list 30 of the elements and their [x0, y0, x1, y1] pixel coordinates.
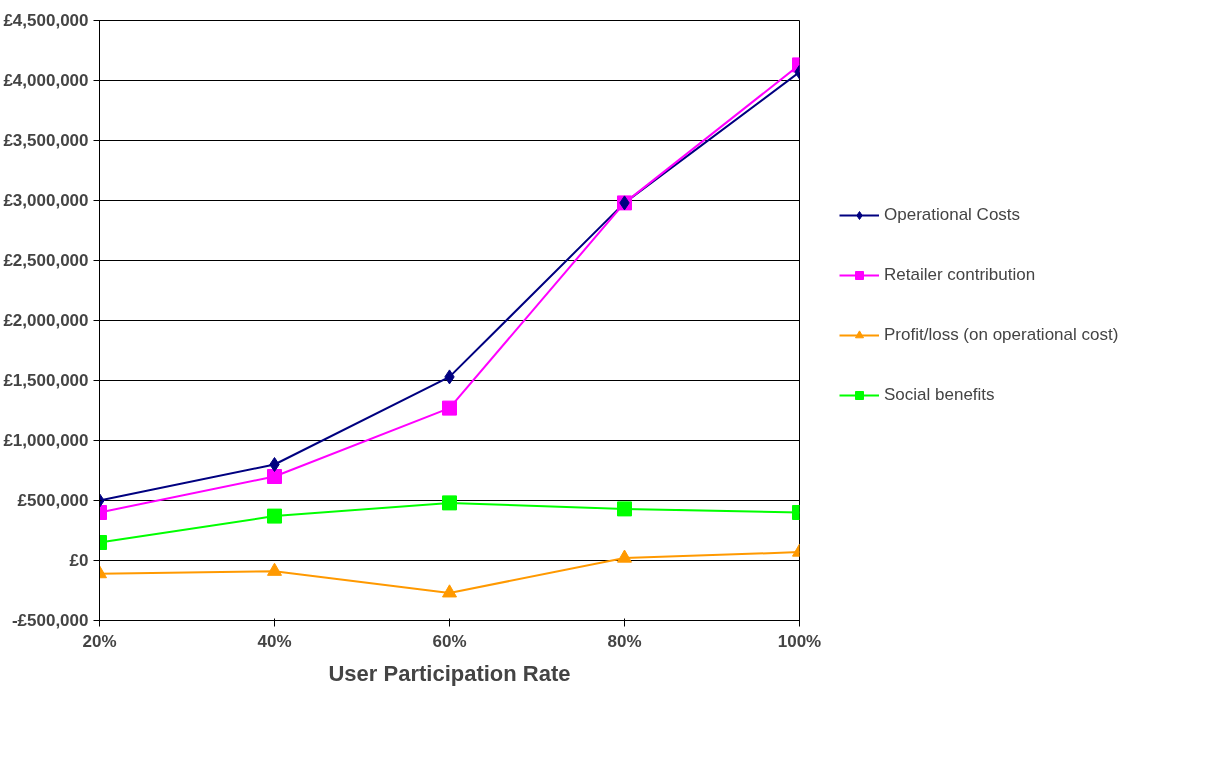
x-axis-title: User Participation Rate [328, 660, 571, 686]
y-tick-label: £1,000,000 [3, 431, 89, 450]
point [267, 469, 282, 484]
legend-label: Retailer contribution [884, 265, 1036, 285]
y-tick-label: £2,500,000 [3, 251, 89, 270]
x-tick-label: 20% [82, 631, 117, 651]
y-tick-label: £4,000,000 [3, 71, 89, 90]
x-tick-label: 60% [432, 631, 467, 651]
y-tick-label: -£500,000 [11, 611, 89, 630]
point [269, 457, 280, 472]
point [617, 501, 632, 517]
point [617, 549, 632, 563]
y-tick-label: £1,500,000 [3, 371, 89, 390]
point [442, 584, 457, 598]
y-tick-label: £2,000,000 [3, 311, 89, 330]
point [442, 400, 457, 416]
y-tick-label: £500,000 [17, 491, 89, 510]
legend-label: Social benefits [884, 385, 995, 405]
point [267, 562, 282, 576]
legend-label: Profit/loss (on operational cost) [884, 325, 1119, 345]
point [442, 495, 457, 511]
x-tick-label: 100% [777, 631, 822, 651]
x-tick-label: 80% [607, 631, 642, 651]
legend-label: Operational Costs [884, 205, 1021, 225]
y-tick-label: £0 [69, 551, 89, 570]
point [267, 508, 282, 524]
y-tick-label: £3,000,000 [3, 191, 89, 210]
x-tick-label: 40% [257, 631, 292, 651]
y-tick-label: £4,500,000 [3, 11, 89, 30]
y-tick-label: £3,500,000 [3, 131, 89, 150]
